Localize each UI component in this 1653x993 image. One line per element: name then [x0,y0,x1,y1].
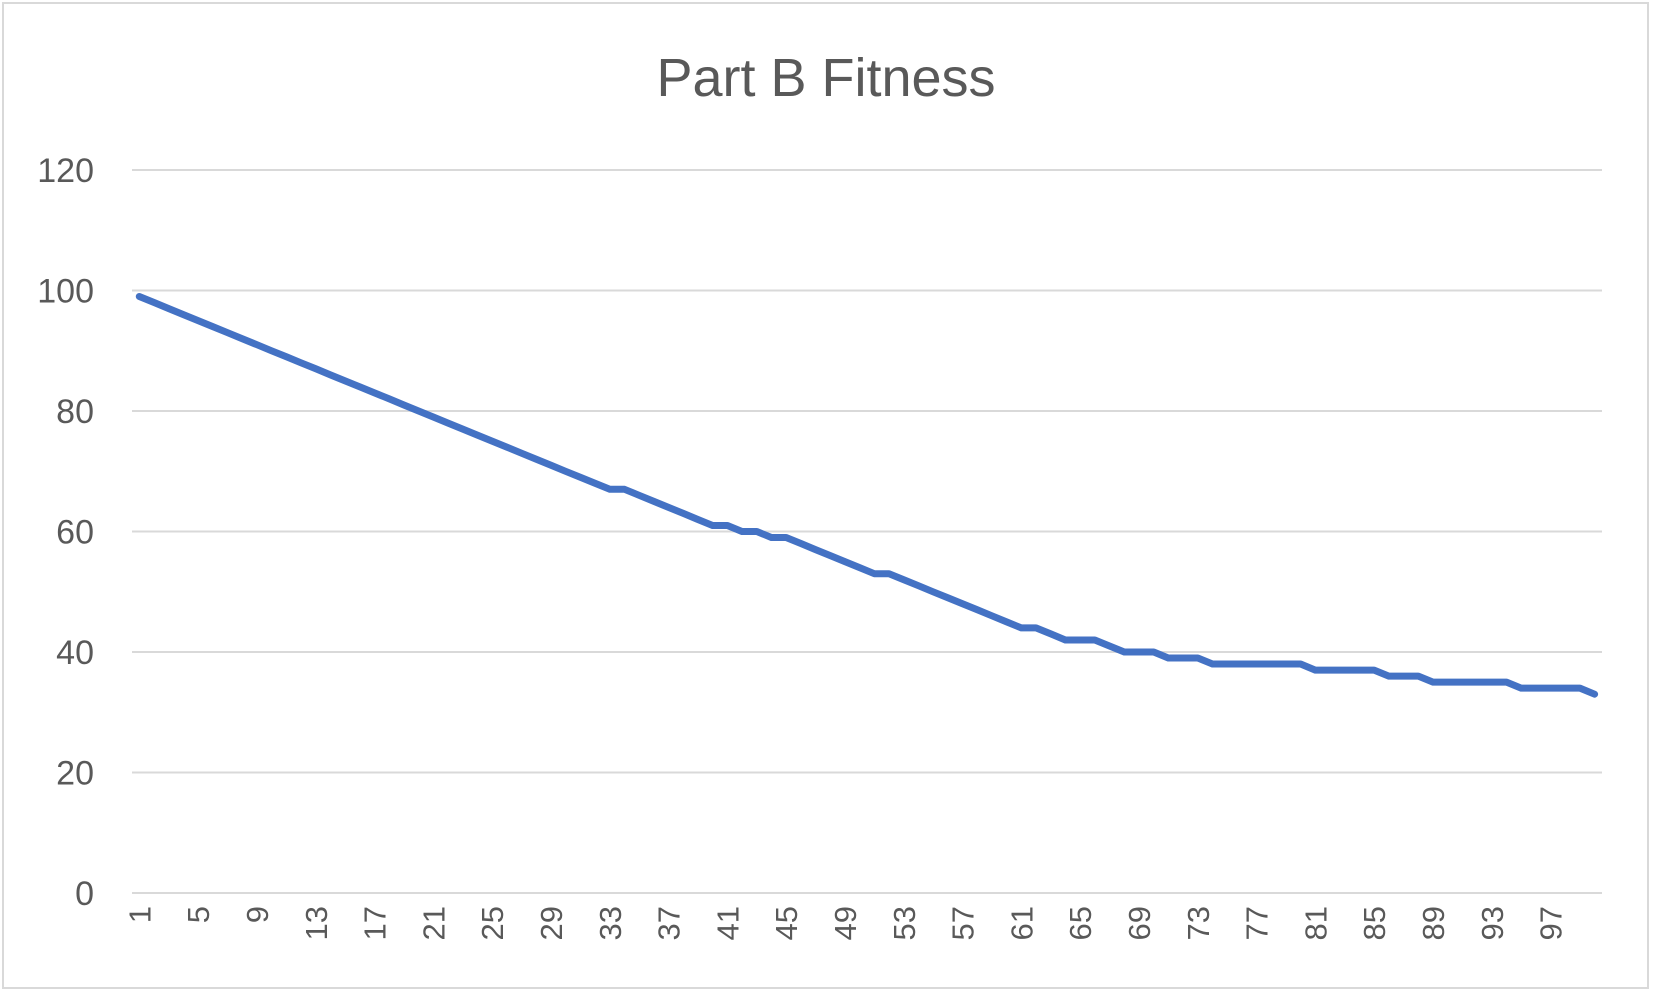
x-tick-label-65: 65 [1063,906,1098,940]
y-tick-label-0: 0 [75,875,94,913]
x-tick-label-17: 17 [358,906,393,940]
y-tick-label-40: 40 [56,634,94,672]
x-tick-label-49: 49 [828,906,863,940]
x-tick-label-41: 41 [710,906,745,940]
y-tick-label-20: 20 [56,755,94,793]
x-tick-label-89: 89 [1416,906,1451,940]
x-tick-label-45: 45 [769,906,804,940]
y-tick-label-60: 60 [56,514,94,552]
x-tick-label-5: 5 [181,906,216,923]
x-tick-label-37: 37 [652,906,687,940]
series-layer [135,293,1599,698]
x-tick-label-61: 61 [1004,906,1039,940]
x-tick-label-77: 77 [1240,906,1275,940]
x-tick-label-25: 25 [475,906,510,940]
x-axis-tick-labels: 1 5 9 13 17 21 25 29 33 37 41 45 49 53 57 61 65 69 73 77 81 8… [122,906,1568,940]
gridlines [132,169,1602,894]
x-tick-label-93: 93 [1475,906,1510,940]
x-tick-label-9: 9 [240,906,275,923]
x-tick-label-29: 29 [534,906,569,940]
y-tick-label-100: 100 [37,273,94,311]
x-tick-label-69: 69 [1122,906,1157,940]
y-axis-tick-labels: 0 20 40 60 80 100 120 [37,152,94,913]
x-tick-label-85: 85 [1357,906,1392,940]
x-tick-label-57: 57 [946,906,981,940]
y-tick-label-80: 80 [56,393,94,431]
x-tick-label-73: 73 [1181,906,1216,940]
x-tick-label-1: 1 [122,906,157,923]
y-tick-label-120: 120 [37,152,94,190]
x-tick-label-81: 81 [1298,906,1333,940]
chart-title: Part B Fitness [656,48,995,108]
series-line-0 [135,293,1599,698]
x-tick-label-97: 97 [1534,906,1569,940]
x-tick-label-53: 53 [887,906,922,940]
x-tick-label-21: 21 [416,906,451,940]
x-tick-label-13: 13 [299,906,334,940]
x-tick-label-33: 33 [593,906,628,940]
